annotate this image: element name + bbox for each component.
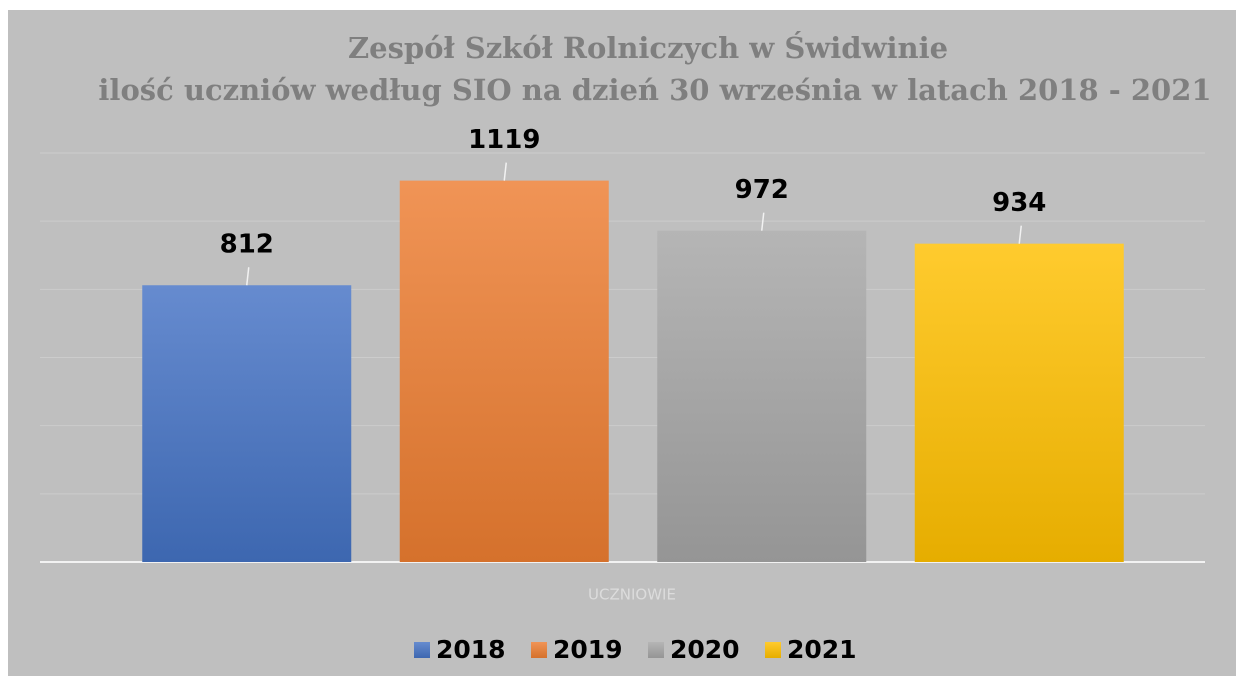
chart-title: Zespół Szkół Rolniczych w Świdwinie [348, 29, 948, 65]
data-label: 812 [220, 230, 274, 260]
legend-swatch [531, 642, 547, 658]
data-label: 1119 [468, 125, 540, 155]
legend-swatch [414, 642, 430, 658]
leader-line [1018, 225, 1022, 244]
legend-label: 2021 [787, 635, 857, 664]
legend-label: 2018 [436, 635, 506, 664]
bar [914, 243, 1124, 562]
legend-swatch [765, 642, 781, 658]
leader-line [246, 267, 250, 286]
leader-line [761, 212, 765, 231]
leader-line [503, 162, 507, 181]
legend-swatch [648, 642, 664, 658]
chart-subtitle: ilość uczniów według SIO na dzień 30 wrz… [98, 73, 1211, 107]
bar [142, 285, 352, 562]
bar [399, 180, 609, 563]
legend-label: 2019 [553, 635, 623, 664]
data-label: 934 [992, 188, 1046, 218]
legend-label: 2020 [670, 635, 740, 664]
data-label: 972 [735, 175, 789, 205]
x-tick-label: UCZNIOWIE [588, 586, 676, 604]
bar [657, 230, 867, 562]
